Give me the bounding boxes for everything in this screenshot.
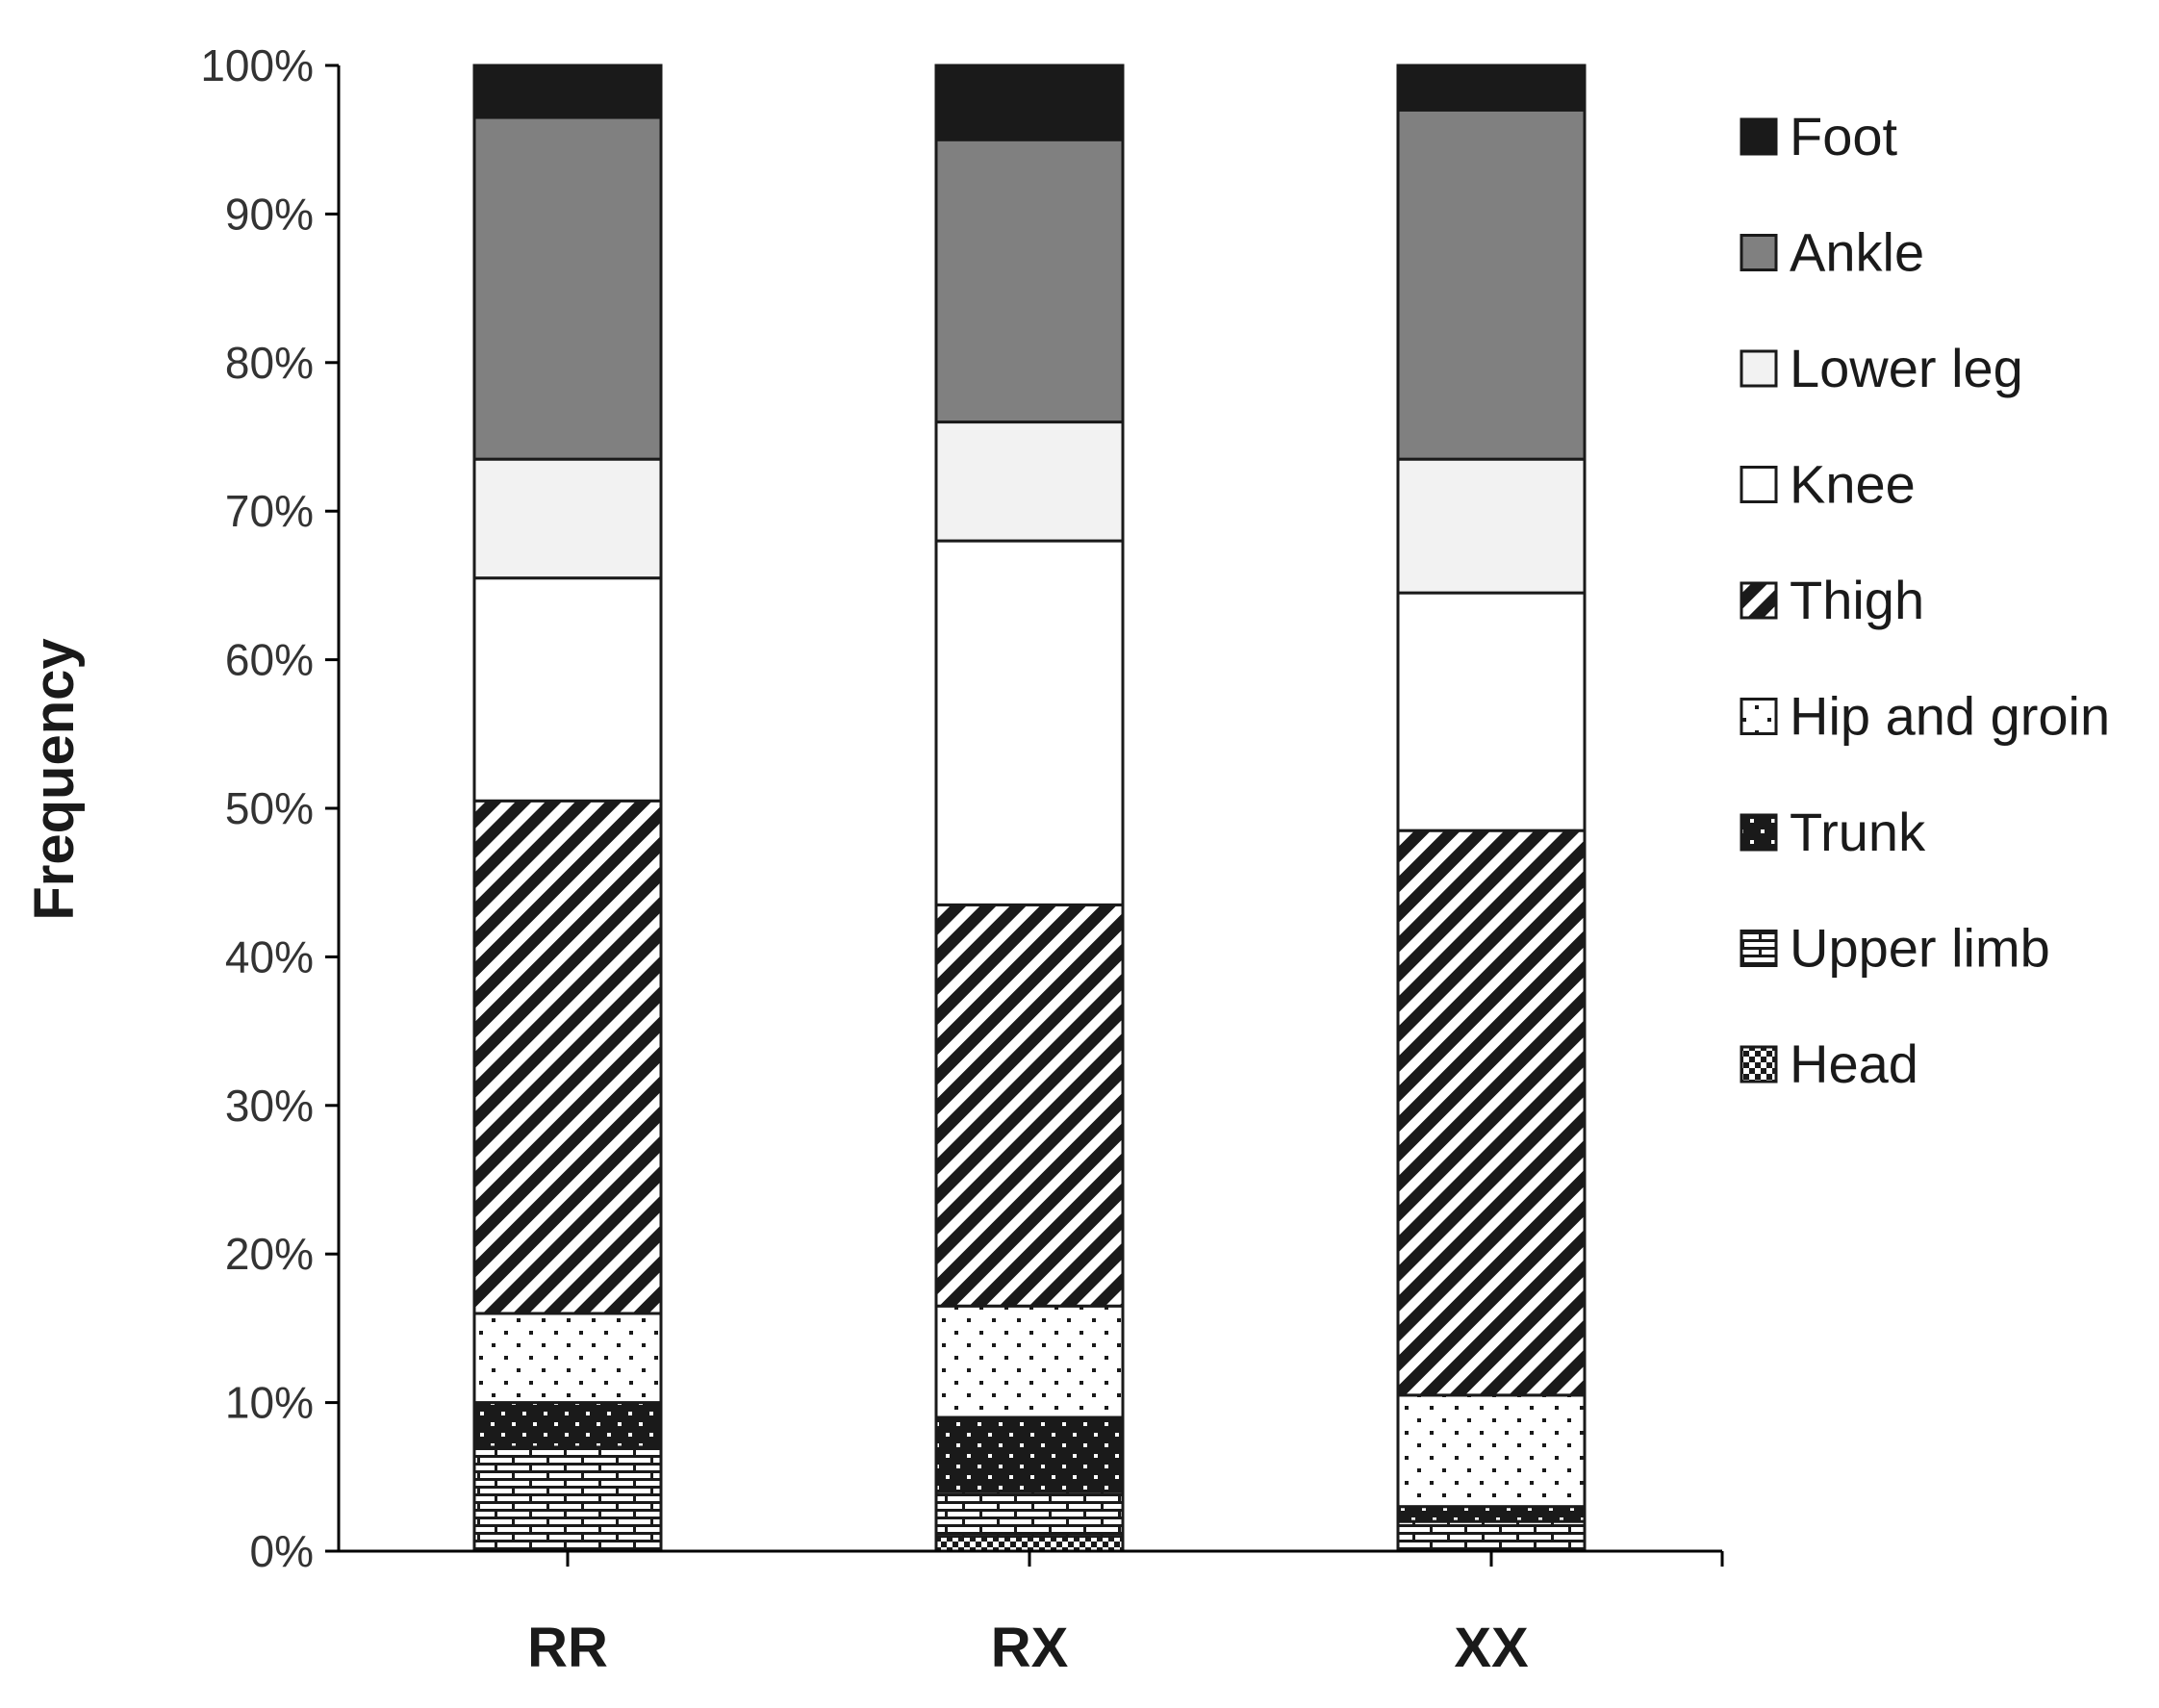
x-category-label: RX: [991, 1617, 1069, 1679]
legend-label: Trunk: [1790, 802, 1926, 862]
y-tick-label: 40%: [225, 931, 314, 981]
axes-layer: [325, 65, 1724, 1567]
bar-segment-trunk: [934, 1415, 1125, 1493]
bar-segment-lower-leg: [934, 421, 1125, 543]
legend-label: Knee: [1790, 454, 1916, 515]
y-tick-label: 100%: [200, 40, 314, 90]
bar-segment-ankle: [934, 138, 1125, 424]
y-tick-layer: 0% 10% 20% 30% 40% 50% 60% 70% 80% 90% 100%: [200, 40, 339, 1576]
bar-group-rx: RX: [934, 64, 1125, 1679]
legend-swatch: [1740, 117, 1778, 156]
legend-swatch: [1740, 581, 1778, 620]
legend-swatch: [1740, 466, 1778, 503]
bar-group-rr: RR: [472, 64, 663, 1679]
legend-swatch: [1740, 698, 1778, 735]
legend-item-lower-leg: Lower leg: [1740, 338, 2023, 398]
y-tick-label: 0%: [250, 1526, 314, 1576]
legend-label: Hip and groin: [1790, 686, 2110, 747]
legend: Foot Ankle Lower leg Knee Thigh Hip and groin…: [1740, 106, 2110, 1094]
y-tick-label: 20%: [225, 1229, 314, 1279]
legend-label: Foot: [1790, 106, 1897, 166]
legend-label: Ankle: [1790, 222, 1924, 283]
bar-segment-upper-limb: [472, 1445, 663, 1553]
bar-segment-ankle: [1396, 108, 1587, 461]
bar-segment-knee: [472, 576, 663, 803]
bar-segment-upper-limb: [1396, 1519, 1587, 1553]
bar-segment-knee: [1396, 591, 1587, 832]
x-category-label: RR: [527, 1617, 608, 1679]
bar-segment-thigh: [934, 903, 1125, 1308]
bar-segment-foot: [934, 64, 1125, 141]
y-tick-label: 60%: [225, 635, 314, 685]
bar-segment-ankle: [472, 115, 663, 461]
legend-item-knee: Knee: [1740, 454, 1916, 515]
bar-segment-thigh: [472, 799, 663, 1315]
y-tick-label: 90%: [225, 189, 314, 239]
bars-layer: RR RX XX: [472, 64, 1587, 1679]
x-category-label: XX: [1454, 1617, 1529, 1679]
bar-segment-lower-leg: [1396, 457, 1587, 595]
bar-segment-foot: [1396, 64, 1587, 112]
legend-swatch: [1740, 349, 1778, 388]
legend-swatch: [1740, 234, 1778, 271]
legend-item-thigh: Thigh: [1740, 570, 1924, 630]
legend-item-ankle: Ankle: [1740, 222, 1924, 283]
legend-item-trunk: Trunk: [1740, 802, 1926, 862]
bar-segment-hip-and-groin: [934, 1304, 1125, 1419]
bar-segment-hip-and-groin: [472, 1312, 663, 1405]
legend-label: Upper limb: [1790, 918, 2050, 979]
y-tick-label: 10%: [225, 1378, 314, 1428]
bar-group-xx: XX: [1396, 64, 1587, 1679]
legend-swatch: [1740, 1045, 1778, 1083]
legend-label: Head: [1790, 1033, 1918, 1094]
bar-segment-foot: [472, 64, 663, 119]
y-tick-label: 80%: [225, 338, 314, 388]
bar-segment-lower-leg: [472, 457, 663, 580]
bar-segment-trunk: [1396, 1505, 1587, 1523]
bar-segment-hip-and-groin: [1396, 1393, 1587, 1509]
y-axis-title: Frequency: [23, 638, 86, 920]
legend-item-head: Head: [1740, 1033, 1918, 1094]
bar-segment-thigh: [1396, 829, 1587, 1397]
legend-swatch: [1740, 930, 1778, 967]
legend-item-upper-limb: Upper limb: [1740, 918, 2050, 979]
legend-item-foot: Foot: [1740, 106, 1897, 166]
bar-segment-trunk: [472, 1401, 663, 1449]
y-tick-label: 70%: [225, 486, 314, 536]
legend-label: Lower leg: [1790, 338, 2023, 398]
bar-segment-knee: [934, 539, 1125, 906]
y-tick-label: 50%: [225, 783, 314, 833]
legend-label: Thigh: [1790, 570, 1924, 630]
bar-segment-upper-limb: [934, 1490, 1125, 1539]
y-tick-label: 30%: [225, 1081, 314, 1131]
bar-segment-head: [934, 1535, 1125, 1553]
legend-item-hip-and-groin: Hip and groin: [1740, 686, 2110, 747]
legend-swatch: [1740, 813, 1778, 852]
